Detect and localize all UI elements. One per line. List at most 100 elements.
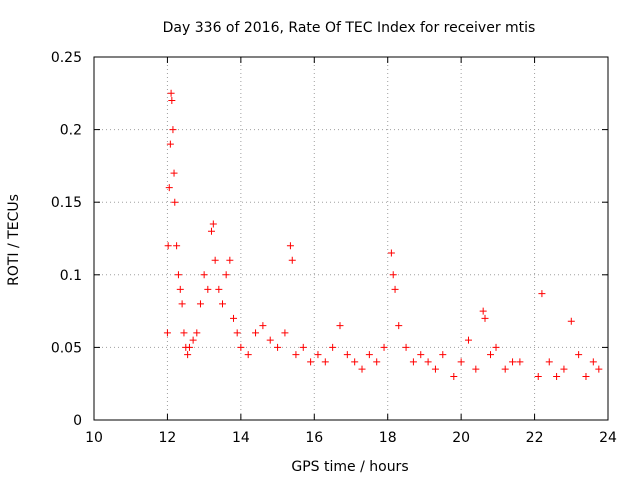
y-tick-label: 0: [73, 413, 82, 429]
data-point: [166, 140, 174, 148]
data-point: [266, 336, 274, 344]
data-point: [200, 271, 208, 279]
data-point: [464, 336, 472, 344]
data-point: [292, 351, 300, 359]
data-point: [167, 89, 175, 97]
data-point: [329, 343, 337, 351]
data-point: [174, 271, 182, 279]
axis-ticks: 10 12 14 16 18 20 22 24 0 0.05 0.1 0.15 0.2 0.25: [51, 50, 617, 446]
data-point: [184, 351, 192, 359]
data-point: [402, 343, 410, 351]
data-point: [219, 300, 226, 308]
y-tick-label: 0.2: [60, 123, 82, 139]
grid-lines: [94, 57, 608, 420]
data-point: [252, 329, 260, 337]
data-point: [391, 285, 399, 293]
data-point: [259, 322, 267, 330]
x-tick-label: 18: [379, 430, 397, 446]
data-point: [409, 358, 417, 366]
data-point: [351, 358, 359, 366]
data-point: [481, 314, 489, 322]
data-point: [431, 365, 439, 373]
data-point: [173, 242, 181, 250]
data-point: [169, 126, 177, 134]
data-point: [509, 358, 517, 366]
plot-frame: [93, 56, 609, 421]
data-point: [204, 285, 212, 293]
data-point: [207, 227, 215, 235]
chart-title: Day 336 of 2016, Rate Of TEC Index for r…: [163, 20, 536, 36]
data-point: [560, 365, 568, 373]
data-point: [358, 365, 366, 373]
data-point: [170, 169, 178, 177]
data-point: [163, 329, 171, 337]
data-point: [336, 322, 344, 330]
y-tick-label: 0.1: [60, 268, 82, 284]
x-tick-label: 12: [159, 430, 177, 446]
data-point: [226, 256, 234, 264]
data-point: [575, 351, 583, 359]
data-point: [595, 365, 603, 373]
y-tick-label: 0.15: [51, 195, 82, 211]
data-point: [237, 343, 245, 351]
x-tick-label: 22: [526, 430, 544, 446]
data-point: [307, 358, 315, 366]
x-tick-label: 10: [85, 430, 103, 446]
y-tick-label: 0.05: [51, 340, 82, 356]
data-point: [479, 307, 487, 315]
data-point: [288, 256, 296, 264]
data-point: [286, 242, 294, 250]
data-point: [389, 271, 397, 279]
data-point: [501, 365, 509, 373]
data-point: [343, 351, 351, 359]
data-point: [395, 322, 403, 330]
data-point: [299, 343, 307, 351]
data-point: [314, 351, 322, 359]
data-point: [424, 358, 432, 366]
data-point: [185, 343, 193, 351]
x-tick-label: 20: [452, 430, 470, 446]
data-point: [553, 372, 561, 380]
data-point: [230, 314, 238, 322]
data-point: [171, 198, 179, 206]
x-tick-label: 24: [599, 430, 617, 446]
data-point: [165, 184, 173, 192]
data-point: [567, 317, 575, 325]
data-point: [589, 358, 597, 366]
data-point: [538, 290, 546, 298]
x-tick-label: 16: [305, 430, 323, 446]
data-point: [582, 372, 590, 380]
data-point: [321, 358, 329, 366]
data-point: [365, 351, 373, 359]
y-tick-label: 0.25: [51, 50, 82, 66]
data-point: [211, 256, 219, 264]
data-point: [492, 343, 500, 351]
data-point: [472, 365, 480, 373]
data-point: [164, 242, 172, 250]
x-axis-label: GPS time / hours: [291, 459, 408, 475]
data-point: [373, 358, 381, 366]
data-point: [281, 329, 289, 337]
data-point: [222, 271, 230, 279]
data-point: [193, 329, 201, 337]
data-point: [196, 300, 204, 308]
data-points: [163, 89, 603, 380]
data-point: [178, 300, 186, 308]
data-point: [516, 358, 524, 366]
data-point: [209, 220, 217, 228]
data-point: [380, 343, 388, 351]
data-point: [439, 351, 447, 359]
x-tick-label: 14: [232, 430, 250, 446]
y-axis-label: ROTI / TECUs: [6, 194, 22, 286]
data-point: [176, 285, 184, 293]
data-point: [417, 351, 425, 359]
data-point: [457, 358, 465, 366]
data-point: [534, 372, 542, 380]
data-point: [387, 249, 395, 257]
data-point: [274, 343, 282, 351]
data-point: [215, 285, 223, 293]
data-point: [168, 97, 176, 105]
data-point: [244, 351, 252, 359]
data-point: [450, 372, 458, 380]
